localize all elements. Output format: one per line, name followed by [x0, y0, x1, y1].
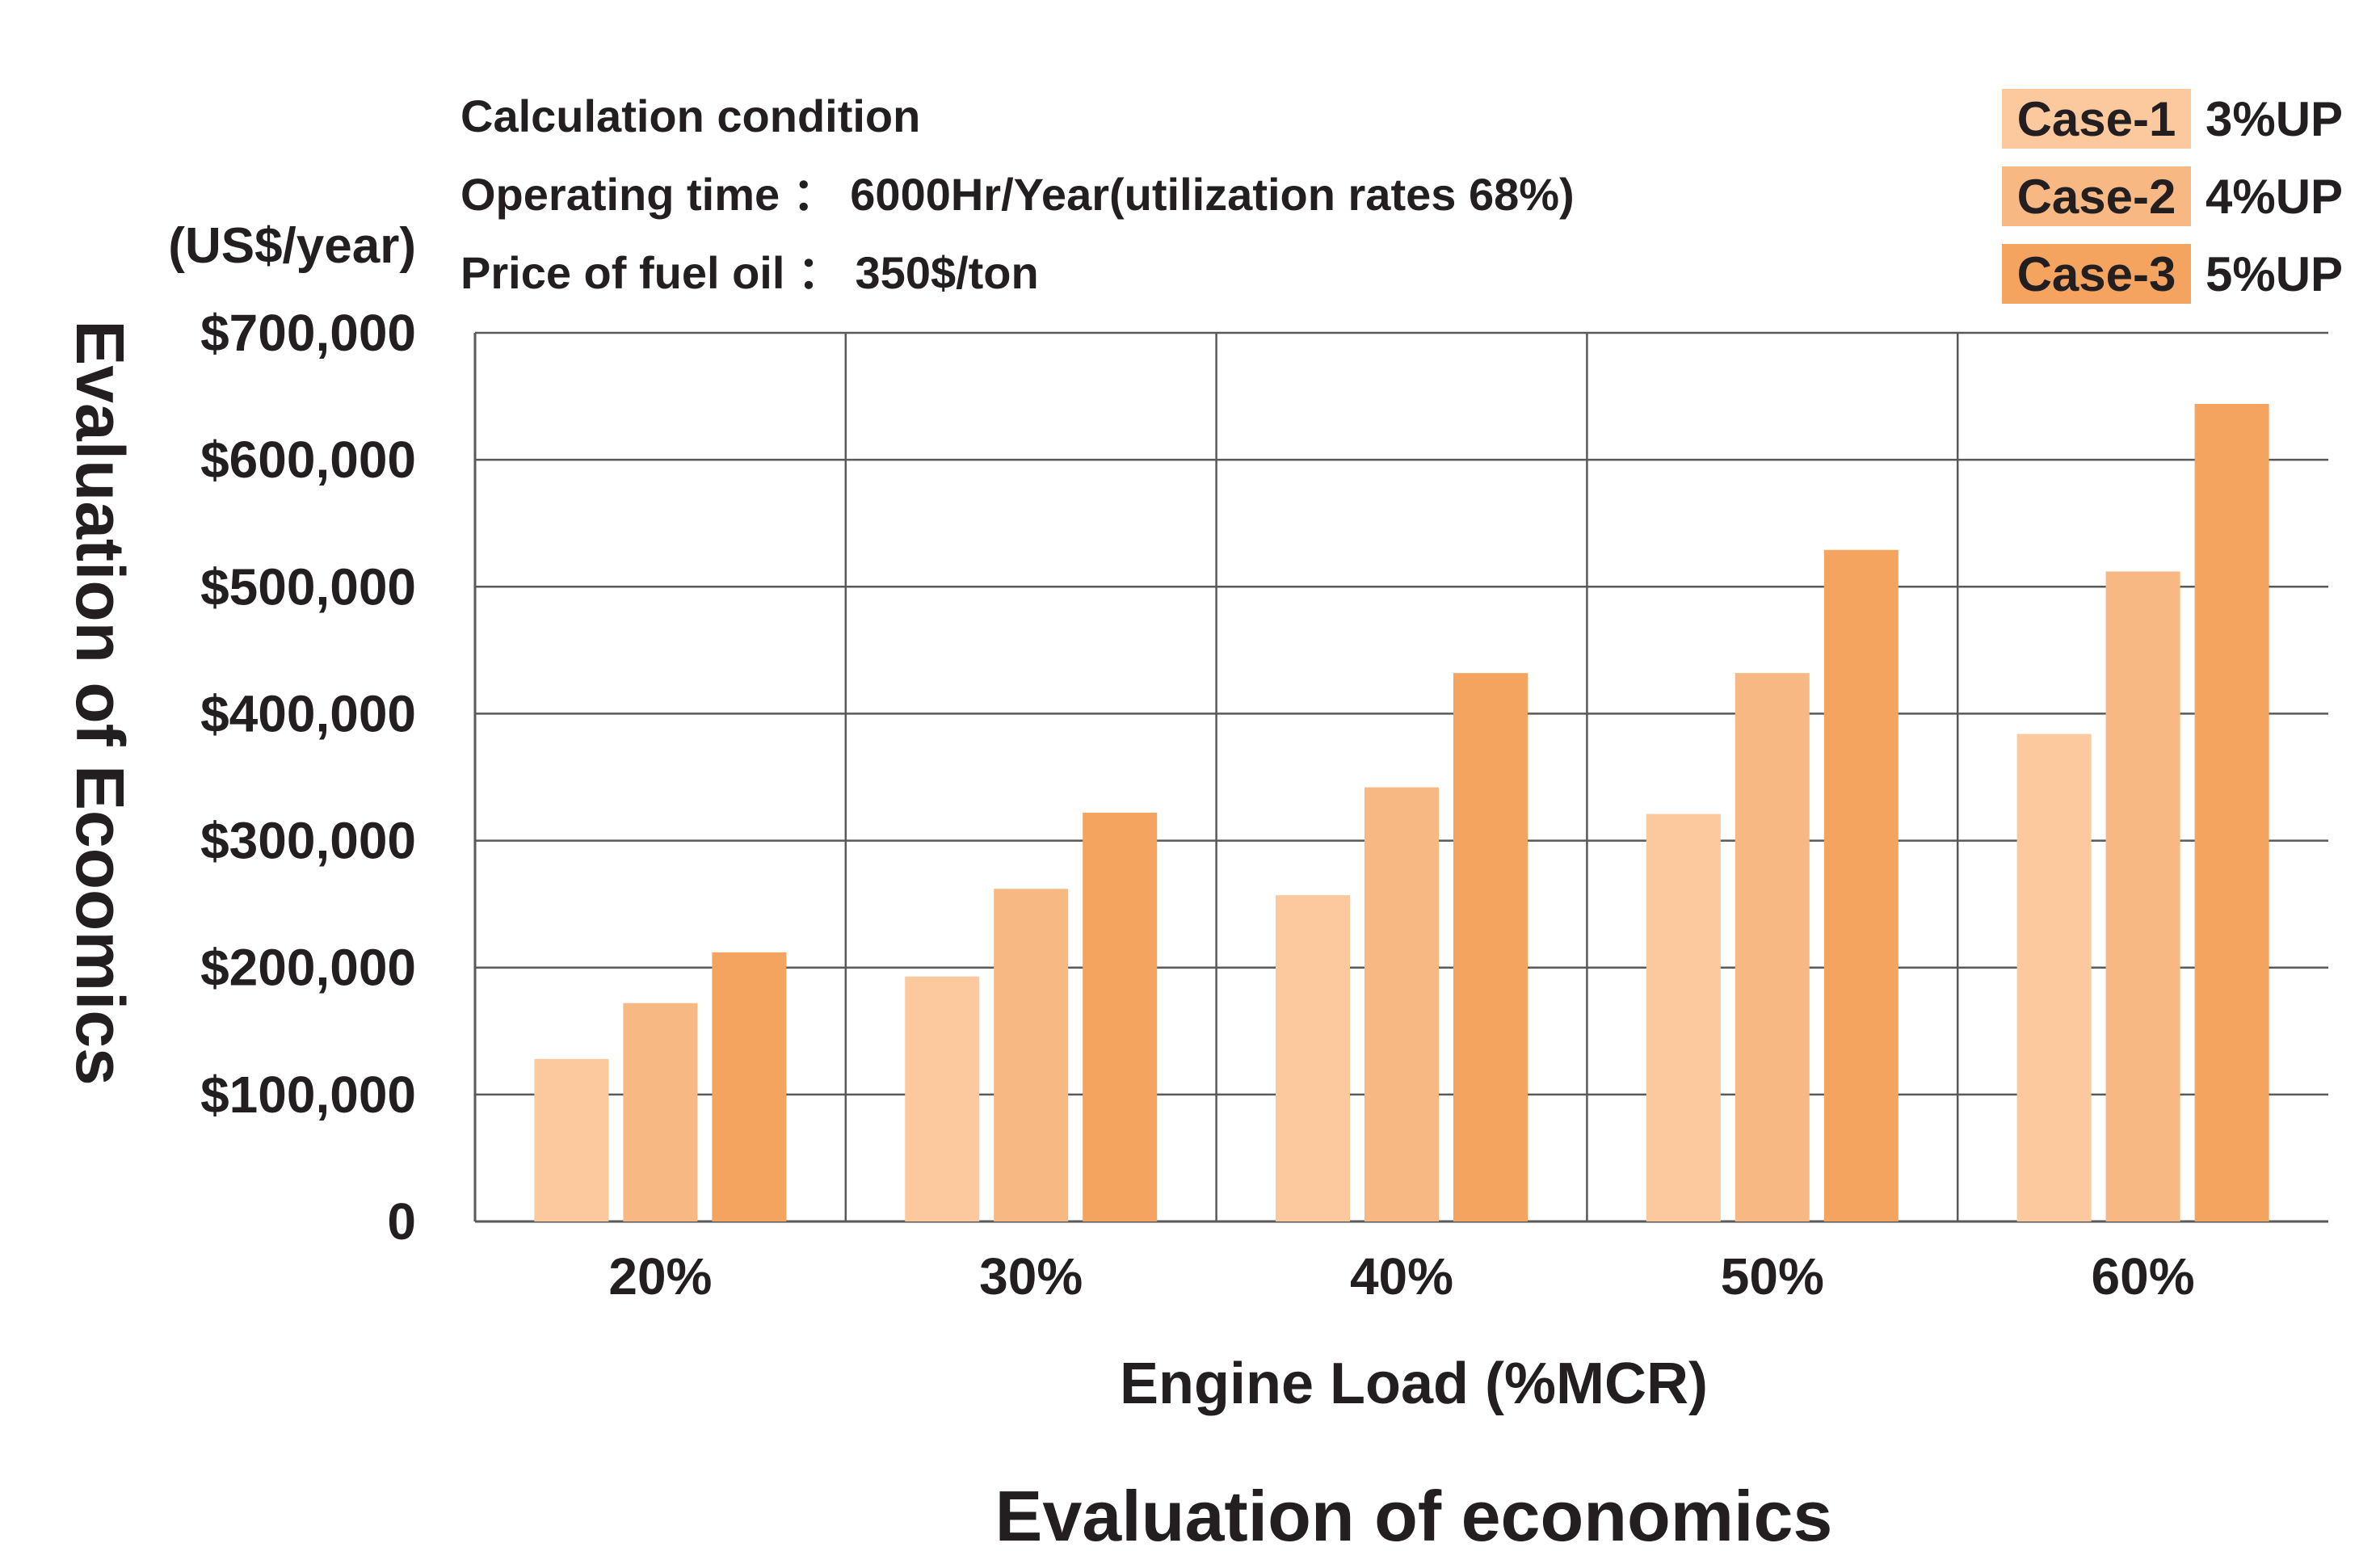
bar-case-1-40pct [1276, 895, 1350, 1221]
x-tick-label: 50% [1721, 1247, 1824, 1305]
bar-case-3-20pct [712, 952, 787, 1221]
y-tick-labels: 0 $100,000 $200,000 $300,000 $400,000 $500,00… [200, 304, 416, 1251]
x-tick-labels: 20% 30% 40% 50% 60% [608, 1247, 2194, 1305]
x-tick-label: 20% [608, 1247, 712, 1305]
legend-label: Case-3 [2017, 247, 2176, 301]
condition-operating-time: Operating time ： 6000Hr/Year(utilization… [460, 169, 1575, 220]
x-tick-label: 40% [1350, 1247, 1453, 1305]
bar-case-2-40pct [1365, 787, 1439, 1221]
bar-case-3-60pct [2194, 404, 2269, 1221]
condition-fuel-price: Price of fuel oil ： 350$/ton [460, 247, 1039, 298]
y-tick-label: $700,000 [200, 304, 416, 362]
bar-case-1-20pct [534, 1058, 609, 1221]
legend-label: Case-2 [2017, 170, 2176, 224]
x-tick-label: 30% [979, 1247, 1083, 1305]
chart-title: Evaluation of economics [995, 1476, 1833, 1556]
bars [534, 404, 2269, 1221]
x-axis-title: Engine Load (%MCR) [1120, 1352, 1708, 1416]
bar-case-3-40pct [1453, 673, 1528, 1221]
legend-note: 4%UP [2205, 170, 2343, 224]
bar-case-1-60pct [2016, 734, 2092, 1221]
legend-swatch-case-3 [2002, 244, 2191, 304]
bar-case-2-20pct [623, 1003, 698, 1221]
bar-case-2-60pct [2105, 571, 2180, 1221]
y-tick-label: $400,000 [200, 684, 416, 742]
y-tick-label: $600,000 [200, 431, 416, 489]
condition-heading: Calculation condition [460, 90, 920, 141]
y-tick-label: $200,000 [200, 939, 416, 997]
legend-swatch-case-1 [2002, 89, 2191, 149]
x-tick-label: 60% [2092, 1247, 2195, 1305]
y-tick-label: 0 [387, 1192, 416, 1251]
bar-case-2-30pct [994, 889, 1069, 1221]
legend-label: Case-1 [2017, 92, 2176, 146]
y-tick-label: $100,000 [200, 1066, 416, 1124]
y-tick-label: $300,000 [200, 812, 416, 870]
legend: Case-1 3%UP Case-2 4%UP Case-3 5%UP [2002, 89, 2343, 304]
bar-case-1-30pct [905, 976, 980, 1221]
y-tick-label: $500,000 [200, 557, 416, 616]
bar-case-3-30pct [1083, 813, 1158, 1221]
bar-case-2-50pct [1735, 673, 1810, 1221]
bar-case-3-50pct [1823, 549, 1899, 1221]
legend-swatch-case-2 [2002, 166, 2191, 226]
legend-note: 5%UP [2205, 247, 2343, 301]
y-axis-title: Evaluation of Ecoomics [62, 320, 138, 1086]
y-unit-label: (US$/year) [168, 218, 416, 274]
bar-case-1-50pct [1646, 814, 1721, 1221]
legend-note: 3%UP [2205, 92, 2343, 146]
